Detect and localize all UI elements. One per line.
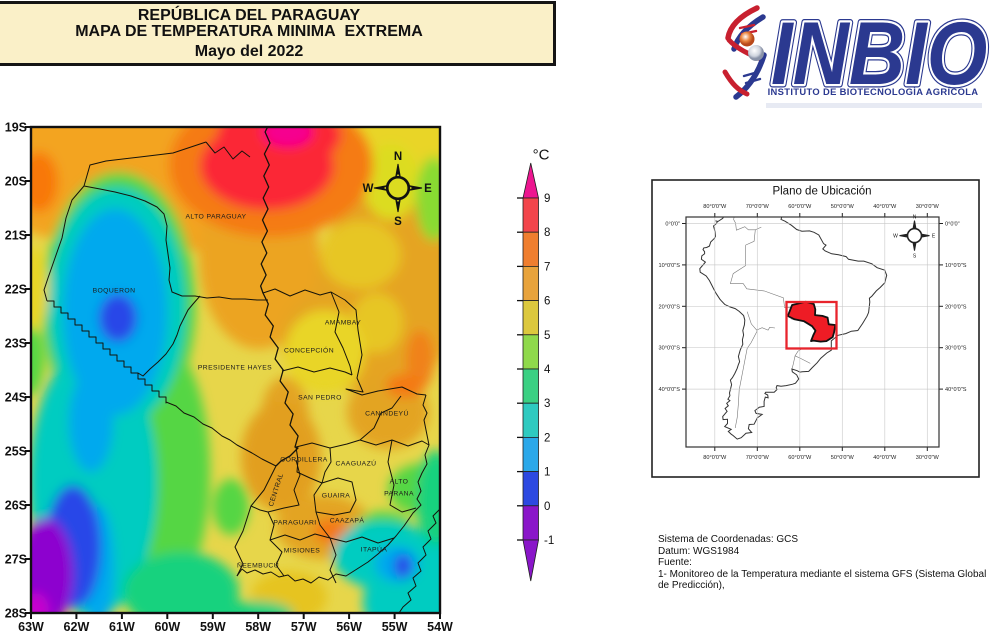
svg-text:AMAMBAY: AMAMBAY [325,319,361,326]
svg-text:57W: 57W [291,620,317,634]
svg-text:26S: 26S [5,499,27,513]
svg-text:80°0'0"W: 80°0'0"W [703,204,727,210]
svg-text:0: 0 [544,501,550,513]
svg-text:E: E [424,183,432,195]
svg-text:59W: 59W [200,620,226,634]
svg-text:0°0'0": 0°0'0" [665,222,680,228]
svg-text:W: W [363,183,374,195]
svg-text:20S: 20S [5,175,27,189]
svg-text:INBIO: INBIO [771,3,987,103]
svg-text:9: 9 [544,193,550,205]
svg-text:4: 4 [544,364,551,376]
svg-text:62W: 62W [64,620,90,634]
svg-text:21S: 21S [5,229,27,243]
svg-text:24S: 24S [5,391,27,405]
svg-text:0°0'0": 0°0'0" [945,222,960,228]
svg-text:MISIONES: MISIONES [284,547,321,554]
svg-text:INSTITUTO DE BIOTECNOLOGÍA AGR: INSTITUTO DE BIOTECNOLOGÍA AGRÍCOLA [768,86,979,97]
svg-text:-1: -1 [544,535,554,547]
svg-text:54W: 54W [427,620,453,634]
svg-text:2: 2 [544,432,550,444]
svg-text:6: 6 [544,296,550,308]
svg-text:30°0'0"W: 30°0'0"W [916,455,940,461]
svg-text:ÑEEMBUCÚ: ÑEEMBUCÚ [237,560,279,569]
svg-text:ITAPÚA: ITAPÚA [361,544,388,553]
svg-text:50°0'0"W: 50°0'0"W [831,455,855,461]
svg-text:60°0'0"W: 60°0'0"W [788,455,812,461]
svg-text:8: 8 [544,227,550,239]
svg-text:10°0'0"S: 10°0'0"S [945,263,967,269]
svg-text:PARAGUARI: PARAGUARI [273,519,316,526]
svg-text:25S: 25S [5,445,27,459]
svg-text:40°0'0"W: 40°0'0"W [873,204,897,210]
svg-text:20°0'0"S: 20°0'0"S [659,304,681,310]
svg-text:30°0'0"S: 30°0'0"S [945,346,967,352]
svg-text:°C: °C [533,147,550,164]
svg-text:INBIO: INBIO [771,3,987,103]
svg-text:40°0'0"S: 40°0'0"S [945,387,967,393]
svg-text:70°0'0"W: 70°0'0"W [746,204,770,210]
svg-text:30°0'0"W: 30°0'0"W [916,204,940,210]
svg-text:28S: 28S [5,607,27,621]
svg-text:63W: 63W [18,620,44,634]
svg-text:55W: 55W [382,620,408,634]
svg-text:N: N [913,215,917,221]
svg-text:22S: 22S [5,283,27,297]
svg-text:CANINDEYÚ: CANINDEYÚ [365,408,409,417]
svg-text:58W: 58W [245,620,271,634]
svg-text:50°0'0"W: 50°0'0"W [831,204,855,210]
svg-text:SAN PEDRO: SAN PEDRO [298,394,342,401]
svg-text:BOQUERON: BOQUERON [93,287,136,294]
svg-text:3: 3 [544,398,550,410]
svg-text:ALTO: ALTO [390,478,409,485]
svg-text:40°0'0"W: 40°0'0"W [873,455,897,461]
svg-text:E: E [932,234,936,240]
svg-text:60W: 60W [154,620,180,634]
svg-text:20°0'0"S: 20°0'0"S [945,304,967,310]
svg-text:PRESIDENTE HAYES: PRESIDENTE HAYES [198,364,272,371]
svg-text:GUAIRA: GUAIRA [322,492,351,499]
svg-text:23S: 23S [5,337,27,351]
svg-text:1: 1 [544,467,550,479]
svg-text:PARANA: PARANA [384,490,414,497]
svg-text:7: 7 [544,261,550,273]
svg-text:61W: 61W [109,620,135,634]
svg-text:CAAZAPÁ: CAAZAPÁ [330,515,365,524]
svg-text:S: S [394,216,402,228]
svg-text:5: 5 [544,330,550,342]
svg-text:19S: 19S [5,121,27,135]
svg-text:70°0'0"W: 70°0'0"W [746,455,770,461]
svg-text:80°0'0"W: 80°0'0"W [703,455,727,461]
svg-text:CONCEPCIÓN: CONCEPCIÓN [284,345,334,354]
svg-text:10°0'0"S: 10°0'0"S [659,263,681,269]
svg-text:S: S [913,254,917,260]
svg-text:Plano de Ubicación: Plano de Ubicación [772,186,871,198]
svg-text:30°0'0"S: 30°0'0"S [659,346,681,352]
svg-text:N: N [394,151,402,163]
svg-text:CORDILLERA: CORDILLERA [280,456,328,463]
svg-text:W: W [893,234,898,240]
svg-text:27S: 27S [5,553,27,567]
svg-text:40°0'0"S: 40°0'0"S [659,387,681,393]
svg-text:CAAGUAZÚ: CAAGUAZÚ [336,458,377,467]
svg-text:ALTO PARAGUAY: ALTO PARAGUAY [186,213,247,220]
svg-text:60°0'0"W: 60°0'0"W [788,204,812,210]
svg-text:56W: 56W [336,620,362,634]
